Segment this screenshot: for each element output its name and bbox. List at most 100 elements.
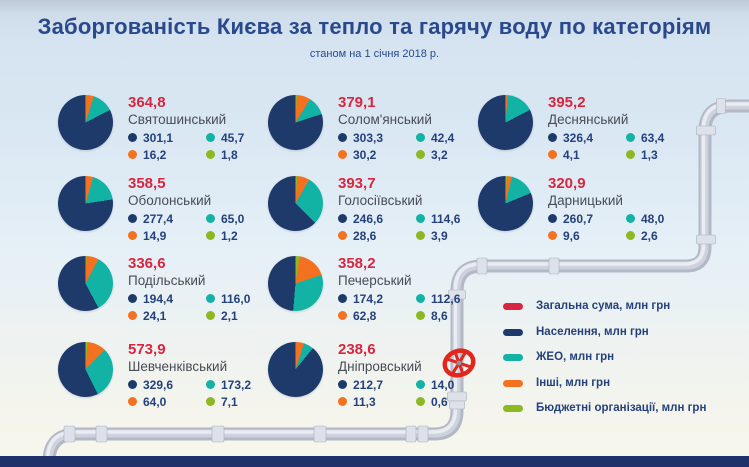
value-item: 7,1 <box>206 396 251 408</box>
value-item: 48,0 <box>626 213 664 225</box>
legend-item: Інші, млн грн <box>503 376 706 390</box>
category-bullet-icon <box>416 397 425 407</box>
value-label: 114,6 <box>431 211 461 226</box>
district-info: 573,9 Шевченківський 329,6 173,2 64,0 7,1 <box>128 342 251 408</box>
district-total: 364,8 <box>128 94 166 111</box>
category-bullet-icon <box>416 294 425 304</box>
value-item: 1,3 <box>626 149 664 161</box>
pie-chart <box>478 176 533 231</box>
district-values: 174,2 112,6 62,8 8,6 <box>338 293 460 322</box>
district-card: 395,2 Деснянський 326,4 63,4 4,1 1,3 <box>478 95 664 161</box>
category-bullet-icon <box>128 150 137 160</box>
value-label: 64,0 <box>143 394 167 409</box>
category-bullet-icon <box>206 380 215 390</box>
district-info: 364,8 Святошинський 301,1 45,7 16,2 1,8 <box>128 95 244 161</box>
district-name: Солом'янський <box>338 111 432 127</box>
category-bullet-icon <box>206 294 215 304</box>
pie-chart <box>268 95 323 150</box>
value-label: 260,7 <box>563 211 594 226</box>
value-item: 260,7 <box>548 213 620 225</box>
district-values: 301,1 45,7 16,2 1,8 <box>128 132 244 161</box>
category-bullet-icon <box>338 294 347 304</box>
value-label: 65,0 <box>221 211 245 226</box>
value-item: 64,0 <box>128 396 200 408</box>
value-item: 9,6 <box>548 230 620 242</box>
district-values: 329,6 173,2 64,0 7,1 <box>128 379 251 408</box>
value-item: 4,1 <box>548 149 620 161</box>
legend: Загальна сума, млн грн Населення, млн грн… <box>503 300 706 415</box>
value-item: 45,7 <box>206 132 244 144</box>
district-card: 573,9 Шевченківський 329,6 173,2 64,0 7,1 <box>58 342 251 408</box>
pie-chart <box>58 95 113 150</box>
district-info: 358,5 Оболонський 277,4 65,0 14,9 1,2 <box>128 176 244 242</box>
legend-label: Населення, млн грн <box>536 325 649 338</box>
district-values: 326,4 63,4 4,1 1,3 <box>548 132 664 161</box>
category-bullet-icon <box>626 214 635 224</box>
value-label: 8,6 <box>431 308 448 323</box>
value-item: 212,7 <box>338 379 410 391</box>
value-item: 28,6 <box>338 230 410 242</box>
value-label: 4,1 <box>563 147 580 162</box>
pie-chart <box>268 176 323 231</box>
category-bullet-icon <box>416 231 425 241</box>
value-item: 11,3 <box>338 396 410 408</box>
value-label: 24,1 <box>143 308 167 323</box>
value-label: 42,4 <box>431 130 455 145</box>
pie-chart <box>478 95 533 150</box>
value-item: 174,2 <box>338 293 410 305</box>
category-bullet-icon <box>338 150 347 160</box>
legend-item: Бюджетні організації, млн грн <box>503 402 706 415</box>
value-item: 114,6 <box>416 213 460 225</box>
value-label: 30,2 <box>353 147 377 162</box>
legend-swatch-icon <box>503 354 523 362</box>
value-item: 63,4 <box>626 132 664 144</box>
category-bullet-icon <box>338 133 347 143</box>
district-name: Оболонський <box>128 192 212 208</box>
category-bullet-icon <box>206 311 215 321</box>
value-label: 14,9 <box>143 228 167 243</box>
district-card: 364,8 Святошинський 301,1 45,7 16,2 1,8 <box>58 95 244 161</box>
category-bullet-icon <box>338 214 347 224</box>
district-total: 393,7 <box>338 175 376 192</box>
value-label: 9,6 <box>563 228 580 243</box>
district-card: 358,5 Оболонський 277,4 65,0 14,9 1,2 <box>58 176 244 242</box>
value-item: 277,4 <box>128 213 200 225</box>
district-card: 320,9 Дарницький 260,7 48,0 9,6 2,6 <box>478 176 664 242</box>
category-bullet-icon <box>416 311 425 321</box>
category-bullet-icon <box>206 150 215 160</box>
pie-chart <box>268 256 323 311</box>
value-label: 326,4 <box>563 130 594 145</box>
value-item: 301,1 <box>128 132 200 144</box>
category-bullet-icon <box>206 214 215 224</box>
district-card: 379,1 Солом'янський 303,3 42,4 30,2 3,2 <box>268 95 454 161</box>
value-label: 212,7 <box>353 377 384 392</box>
district-values: 212,7 14,0 11,3 0,6 <box>338 379 454 408</box>
value-label: 48,0 <box>641 211 665 226</box>
value-item: 1,2 <box>206 230 244 242</box>
category-bullet-icon <box>626 231 635 241</box>
district-name: Дарницький <box>548 192 623 208</box>
value-label: 112,6 <box>431 291 461 306</box>
value-item: 65,0 <box>206 213 244 225</box>
district-values: 277,4 65,0 14,9 1,2 <box>128 213 244 242</box>
legend-label: Загальна сума, млн грн <box>536 300 671 312</box>
district-total: 379,1 <box>338 94 376 111</box>
legend-swatch-icon <box>503 328 523 336</box>
district-values: 194,4 116,0 24,1 2,1 <box>128 293 250 322</box>
pie-chart <box>58 342 113 397</box>
district-info: 336,6 Подільський 194,4 116,0 24,1 2,1 <box>128 256 250 322</box>
value-label: 2,1 <box>221 308 238 323</box>
value-item: 2,1 <box>206 310 250 322</box>
legend-label: Інші, млн грн <box>536 376 611 389</box>
legend-item: ЖЕО, млн грн <box>503 351 706 364</box>
district-name: Голосіївський <box>338 192 423 208</box>
value-label: 1,8 <box>221 147 238 162</box>
value-label: 2,6 <box>641 228 658 243</box>
category-bullet-icon <box>206 397 215 407</box>
value-label: 173,2 <box>221 377 252 392</box>
category-bullet-icon <box>416 380 425 390</box>
category-bullet-icon <box>338 231 347 241</box>
value-item: 3,9 <box>416 230 460 242</box>
district-card: 336,6 Подільський 194,4 116,0 24,1 2,1 <box>58 256 250 322</box>
